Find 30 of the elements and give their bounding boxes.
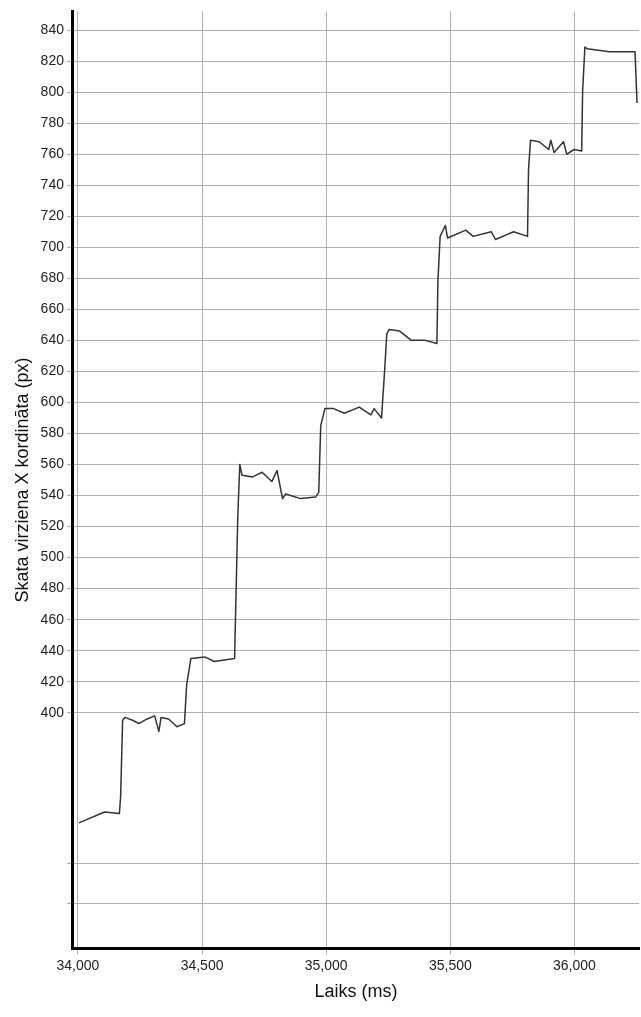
- y-tick-label: 840: [40, 20, 65, 37]
- x-tick-label: 34,500: [180, 956, 224, 973]
- x-tick-label: 36,000: [553, 956, 597, 973]
- y-tick-label: 500: [40, 548, 65, 565]
- y-tick-label: 580: [40, 424, 65, 441]
- y-tick-label: 460: [40, 610, 65, 627]
- y-tick-label: 440: [40, 641, 65, 658]
- y-tick-label: 400: [40, 703, 65, 720]
- y-tick-label: 780: [40, 113, 65, 130]
- x-tick-label: 35,500: [428, 956, 472, 973]
- y-tick-label: 760: [40, 145, 65, 162]
- y-axis-title: Skata virziena X kordināta (px): [11, 357, 32, 603]
- y-tick-label: 740: [40, 176, 65, 193]
- y-tick-label: 480: [40, 579, 65, 596]
- x-tick-label: 35,000: [304, 956, 348, 973]
- y-tick-label: 800: [40, 82, 65, 99]
- y-tick-label: 640: [40, 331, 65, 348]
- x-tick-label: 34,000: [56, 956, 100, 973]
- y-tick-label: 720: [40, 207, 65, 224]
- y-tick-label: 700: [40, 238, 65, 255]
- y-tick-label: 820: [40, 51, 65, 68]
- y-tick-label: 540: [40, 486, 65, 503]
- y-tick-label: 620: [40, 362, 65, 379]
- y-tick-label: 680: [40, 269, 65, 286]
- y-tick-label: 420: [40, 672, 65, 689]
- y-tick-label: 560: [40, 455, 65, 472]
- y-tick-label: 600: [40, 393, 65, 410]
- y-tick-label: 520: [40, 517, 65, 534]
- x-axis-title: Laiks (ms): [314, 981, 398, 1002]
- y-tick-label: 660: [40, 300, 65, 317]
